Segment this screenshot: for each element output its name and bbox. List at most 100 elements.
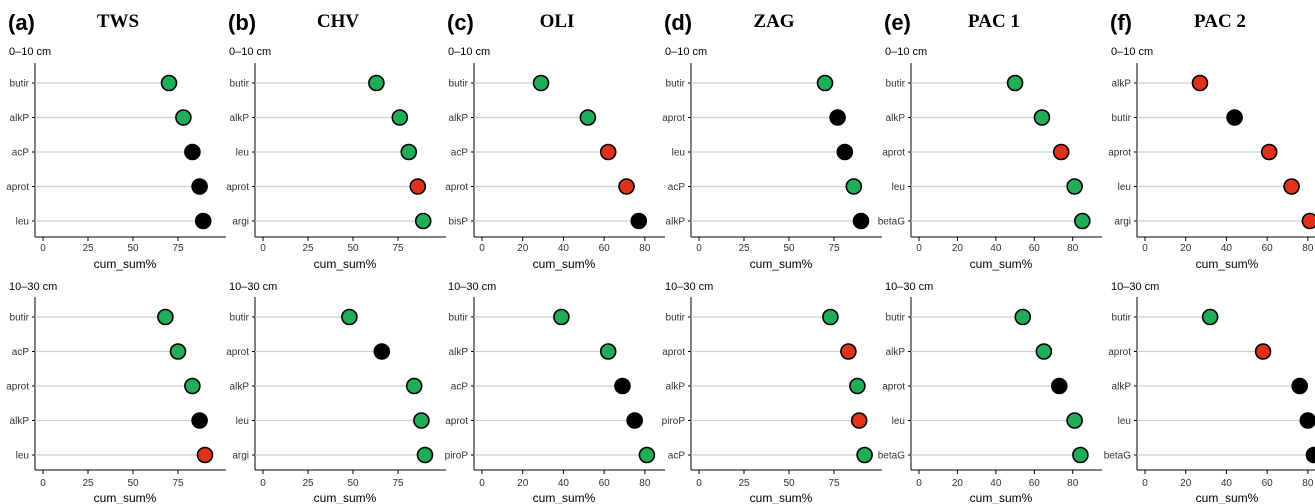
data-point [391,109,409,126]
x-tick-label: 25 [82,478,94,489]
depth-label: 10–30 cm [448,281,496,293]
y-tick-label: argi [232,217,249,228]
x-tick-label: 0 [479,243,485,254]
y-tick-label: leu [1118,416,1131,427]
panel-title: PAC 2 [1194,11,1246,32]
x-tick-label: 60 [1029,243,1041,254]
y-tick-label: aprot [882,382,905,393]
data-point [1035,343,1053,360]
x-tick-label: 60 [1029,478,1041,489]
y-tick-label: alkP [449,347,469,358]
data-point [1074,212,1091,230]
x-tick-label: 40 [990,478,1002,489]
x-tick-label: 20 [952,478,964,489]
data-point [194,212,212,230]
data-point [169,343,187,360]
y-tick-label: leu [1118,182,1131,193]
y-tick-label: alkP [1112,382,1132,393]
x-tick-label: 60 [1262,478,1274,489]
data-point [373,343,391,360]
data-point [405,377,423,395]
y-tick-label: butir [666,79,686,90]
y-tick-label: butir [886,79,906,90]
x-tick-label: 0 [1142,243,1148,254]
y-tick-label: butir [10,313,30,324]
data-point [196,446,214,464]
data-point [1006,74,1024,92]
x-tick-label: 0 [40,243,46,254]
y-tick-label: betaG [1104,451,1131,462]
data-point [413,412,430,429]
data-point [1066,178,1083,195]
x-tick-label: 50 [783,478,795,489]
y-tick-label: argi [232,451,249,462]
x-tick-label: 40 [558,243,570,254]
x-tick-label: 80 [1302,478,1314,489]
y-tick-label: aprot [1108,347,1131,358]
depth-label: 0–10 cm [885,46,927,58]
x-axis-label: cum_sum% [1196,491,1259,504]
y-tick-label: leu [236,148,249,159]
data-point [409,178,427,195]
panel-title: CHV [317,11,360,32]
x-tick-label: 25 [738,478,750,489]
x-tick-label: 75 [392,243,404,254]
y-tick-label: alkP [666,382,686,393]
data-point [822,308,839,326]
x-tick-label: 75 [828,478,840,489]
depth-label: 10–30 cm [9,281,57,293]
y-tick-label: butir [10,79,30,90]
data-point [850,412,868,429]
panel-title: PAC 1 [968,11,1020,32]
y-tick-label: alkP [10,416,30,427]
y-tick-label: aprot [445,182,468,193]
y-tick-label: aprot [226,347,249,358]
depth-label: 0–10 cm [665,46,707,58]
y-tick-label: leu [236,416,249,427]
data-point [852,212,870,230]
y-tick-label: alkP [230,382,250,393]
y-tick-label: aprot [1108,148,1131,159]
x-tick-label: 80 [639,243,651,254]
x-tick-label: 0 [479,478,485,489]
data-point [1301,212,1315,230]
data-point [630,212,648,230]
x-tick-label: 25 [738,243,750,254]
panel-title: OLI [540,11,575,32]
data-point [845,178,863,195]
y-tick-label: acP [451,148,469,159]
x-tick-label: 50 [347,243,359,254]
data-point [1066,412,1083,429]
depth-label: 0–10 cm [448,46,490,58]
data-point [341,308,358,326]
x-tick-label: 20 [1180,478,1192,489]
y-tick-label: alkP [1112,79,1132,90]
x-tick-label: 20 [952,243,964,254]
panel-letter: (f) [1110,10,1132,35]
x-axis-label: cum_sum% [533,491,596,504]
x-tick-label: 40 [1221,243,1233,254]
depth-label: 0–10 cm [9,46,51,58]
x-tick-label: 50 [783,243,795,254]
panel-letter: (d) [664,10,692,35]
y-tick-label: butir [1112,113,1132,124]
panel-title: ZAG [753,11,794,32]
x-tick-label: 60 [1262,243,1274,254]
data-point [1291,377,1309,395]
panel-letter: (e) [884,10,911,35]
data-point [856,446,873,464]
depth-label: 10–30 cm [1111,281,1159,293]
data-point [400,143,418,161]
y-tick-label: leu [16,217,29,228]
y-tick-label: alkP [449,113,469,124]
y-tick-label: butir [230,79,250,90]
y-tick-label: acP [668,451,686,462]
x-axis-label: cum_sum% [94,257,157,271]
data-point [191,178,208,195]
x-tick-label: 0 [260,243,266,254]
x-tick-label: 75 [828,243,840,254]
y-tick-label: aprot [6,382,29,393]
x-tick-label: 50 [347,478,359,489]
panel-letter: (c) [447,10,474,35]
x-tick-label: 75 [392,478,404,489]
